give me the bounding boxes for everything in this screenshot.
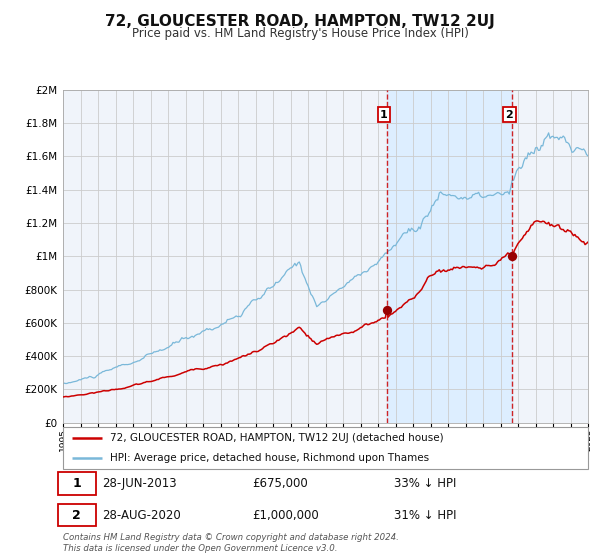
Text: Contains HM Land Registry data © Crown copyright and database right 2024.: Contains HM Land Registry data © Crown c… — [63, 533, 399, 542]
Text: 1: 1 — [72, 477, 81, 490]
Text: 28-AUG-2020: 28-AUG-2020 — [103, 508, 181, 521]
Point — [507, 252, 517, 261]
Text: 2: 2 — [72, 508, 81, 521]
Text: 28-JUN-2013: 28-JUN-2013 — [103, 477, 177, 490]
FancyBboxPatch shape — [58, 472, 95, 494]
Text: 2: 2 — [506, 110, 514, 120]
Text: £1,000,000: £1,000,000 — [252, 508, 319, 521]
Text: 1: 1 — [380, 110, 388, 120]
Point — [382, 306, 391, 315]
Text: HPI: Average price, detached house, Richmond upon Thames: HPI: Average price, detached house, Rich… — [110, 453, 430, 463]
Text: 31% ↓ HPI: 31% ↓ HPI — [394, 508, 456, 521]
Text: 72, GLOUCESTER ROAD, HAMPTON, TW12 2UJ: 72, GLOUCESTER ROAD, HAMPTON, TW12 2UJ — [105, 14, 495, 29]
Text: 72, GLOUCESTER ROAD, HAMPTON, TW12 2UJ (detached house): 72, GLOUCESTER ROAD, HAMPTON, TW12 2UJ (… — [110, 433, 444, 444]
Bar — [386, 90, 512, 423]
Text: Price paid vs. HM Land Registry's House Price Index (HPI): Price paid vs. HM Land Registry's House … — [131, 27, 469, 40]
Text: £675,000: £675,000 — [252, 477, 308, 490]
Text: This data is licensed under the Open Government Licence v3.0.: This data is licensed under the Open Gov… — [63, 544, 337, 553]
FancyBboxPatch shape — [63, 427, 588, 469]
Text: 33% ↓ HPI: 33% ↓ HPI — [394, 477, 456, 490]
FancyBboxPatch shape — [58, 504, 95, 526]
